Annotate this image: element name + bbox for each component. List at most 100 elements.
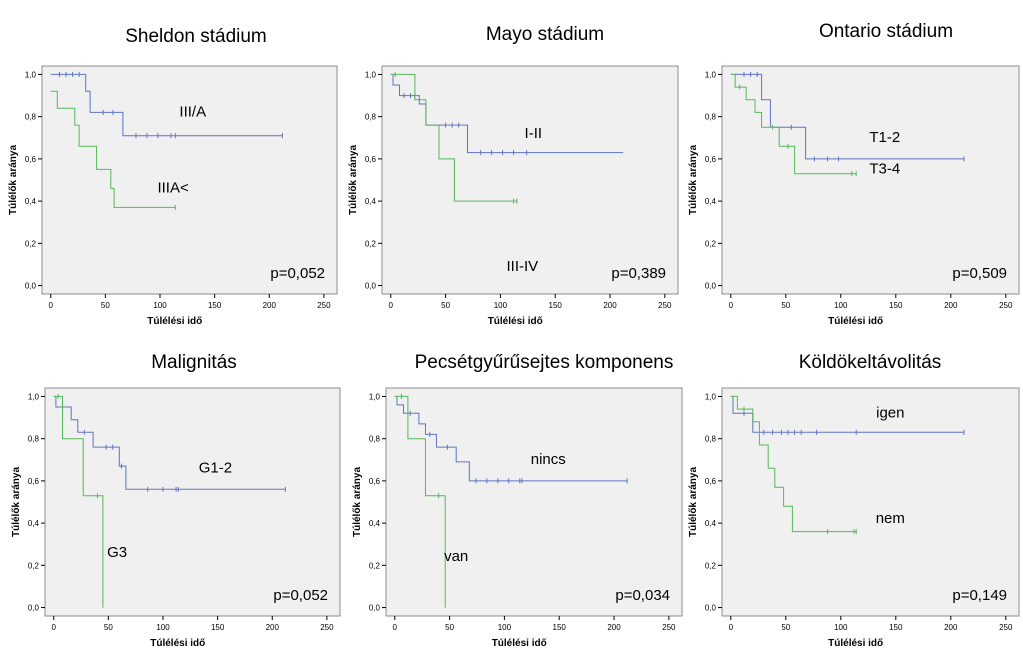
y-tick-label: 0,2 [365, 239, 377, 248]
x-axis-label: Túlélési idő [492, 638, 547, 649]
chart-title: Malignitás [151, 352, 237, 373]
x-tick-label: 250 [320, 623, 334, 632]
x-tick-label: 0 [49, 301, 54, 310]
survival-step-line [394, 395, 628, 482]
x-tick-label: 0 [393, 623, 398, 632]
x-tick-label: 200 [944, 623, 958, 632]
x-tick-label: 200 [263, 301, 277, 310]
y-tick-label: 0,0 [25, 282, 37, 291]
y-tick-label: 0,4 [705, 197, 717, 206]
x-tick-label: 150 [208, 301, 222, 310]
y-tick-label: 0,4 [705, 519, 717, 528]
x-tick-label: 150 [889, 623, 903, 632]
x-tick-label: 100 [494, 301, 508, 310]
survival-chart-5: Pecsétgyűrűsejtes komponens 0,0 0,2 0,4 0,6 0… [352, 352, 683, 649]
y-tick-label: 0,2 [705, 561, 717, 570]
y-tick-label: 1,0 [369, 392, 381, 401]
series-label: T1-2 [869, 129, 900, 146]
x-tick-label: 50 [101, 301, 110, 310]
survival-step-line [730, 395, 857, 533]
series-label: III/A [179, 104, 206, 121]
series-III-IV: III-IV [390, 71, 538, 275]
x-tick-label: 100 [834, 301, 848, 310]
x-tick-label: 150 [549, 301, 563, 310]
y-tick-label: 1,0 [705, 70, 717, 79]
y-tick-label: 0,2 [705, 239, 717, 248]
y-axis-label: Túlélők aránya [8, 145, 19, 215]
y-tick-label: 0,0 [705, 604, 717, 613]
x-tick-label: 150 [553, 623, 567, 632]
y-tick-label: 1,0 [365, 70, 377, 79]
x-tick-label: 250 [999, 301, 1013, 310]
series-G3: G3 [53, 393, 127, 608]
y-tick-label: 0,0 [369, 604, 381, 613]
series-label: van [444, 548, 468, 565]
p-value-label: p=0,052 [270, 265, 325, 282]
y-tick-label: 0,6 [705, 155, 717, 164]
chart-title: Ontario stádium [819, 21, 953, 42]
y-tick-label: 0,0 [705, 282, 717, 291]
plot-area [385, 387, 683, 617]
p-value-label: p=0,034 [615, 587, 670, 604]
series-label: T3-4 [869, 161, 900, 178]
x-tick-label: 250 [662, 623, 676, 632]
x-tick-label: 0 [729, 301, 734, 310]
x-tick-label: 0 [52, 623, 57, 632]
series-nem: nem [730, 395, 905, 535]
y-tick-label: 0,2 [369, 561, 381, 570]
y-tick-label: 0,4 [25, 197, 37, 206]
y-tick-label: 0,0 [365, 282, 377, 291]
x-axis-label: Túlélési idő [828, 638, 883, 649]
survival-chart-4: Malignitás 0,0 0,2 0,4 0,6 0,8 1,0 0 50 100 150 200… [11, 352, 341, 649]
x-tick-label: 50 [781, 301, 790, 310]
y-tick-label: 0,2 [25, 239, 37, 248]
x-tick-label: 150 [889, 301, 903, 310]
y-tick-label: 0,6 [28, 477, 40, 486]
series-van: van [394, 393, 468, 608]
y-tick-label: 0,4 [369, 519, 381, 528]
x-tick-label: 200 [944, 301, 958, 310]
x-tick-label: 200 [603, 301, 617, 310]
plot-area [41, 65, 338, 295]
y-axis-label: Túlélők aránya [348, 145, 359, 215]
chart-title: Pecsétgyűrűsejtes komponens [415, 352, 674, 373]
y-tick-label: 1,0 [28, 392, 40, 401]
y-tick-label: 0,4 [28, 519, 40, 528]
y-tick-label: 0,8 [369, 435, 381, 444]
x-axis-label: Túlélési idő [150, 638, 205, 649]
x-tick-label: 100 [156, 623, 170, 632]
y-tick-label: 0,8 [705, 435, 717, 444]
x-tick-label: 200 [266, 623, 280, 632]
survival-step-line [53, 395, 286, 490]
series-label: nem [876, 510, 905, 527]
plot-area [721, 387, 1020, 617]
x-tick-label: 100 [498, 623, 512, 632]
y-tick-label: 0,6 [369, 477, 381, 486]
x-tick-label: 50 [441, 301, 450, 310]
y-tick-label: 0,8 [25, 113, 37, 122]
survival-chart-2: Mayo stádium 0,0 0,2 0,4 0,6 0,8 1,0 0 50 100 150 2… [348, 24, 679, 327]
chart-title: Mayo stádium [486, 24, 604, 45]
x-axis-label: Túlélési idő [828, 316, 883, 327]
plot-area [381, 65, 679, 295]
survival-chart-6: Köldökeltávolitás 0,0 0,2 0,4 0,6 0,8 1,0 0 50 10… [688, 352, 1020, 649]
p-value-label: p=0,389 [611, 265, 666, 282]
x-tick-label: 250 [317, 301, 331, 310]
y-tick-label: 0,8 [705, 113, 717, 122]
series-label: G1-2 [199, 459, 232, 476]
x-tick-label: 50 [445, 623, 454, 632]
series-label: nincs [531, 451, 566, 468]
y-tick-label: 0,0 [28, 604, 40, 613]
y-tick-label: 1,0 [25, 70, 37, 79]
y-tick-label: 0,8 [28, 435, 40, 444]
survival-step-line [50, 90, 176, 208]
y-tick-label: 0,6 [365, 155, 377, 164]
y-tick-label: 0,8 [365, 113, 377, 122]
series-III/A: III/A [50, 71, 283, 139]
series-label: IIIA< [157, 180, 189, 197]
x-tick-label: 200 [607, 623, 621, 632]
chart-title: Köldökeltávolitás [799, 352, 942, 373]
y-axis-label: Túlélők aránya [688, 467, 699, 537]
x-tick-label: 250 [999, 623, 1013, 632]
